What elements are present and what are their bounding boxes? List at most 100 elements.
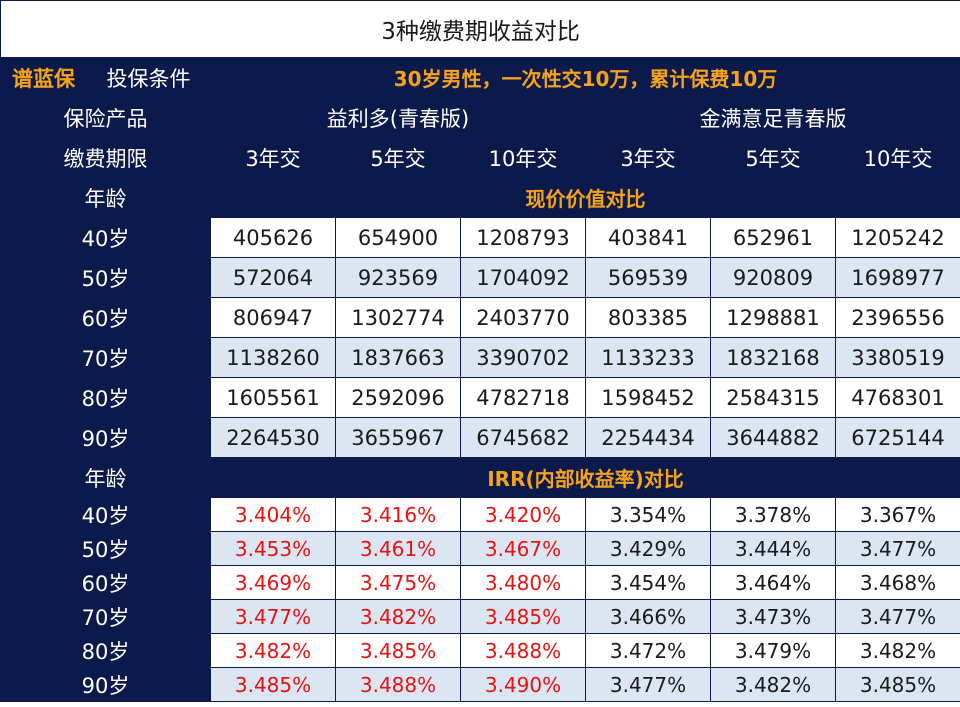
brand-label: 谱蓝保 — [0, 57, 87, 98]
irr-cell: 3.454% — [585, 565, 711, 600]
age-cell: 40岁 — [0, 217, 211, 258]
irr-cell: 3.482% — [710, 667, 836, 702]
product-name: 金满意足青春版 — [584, 97, 960, 138]
cash-value-cell: 1302774 — [335, 297, 461, 338]
condition-label: 投保条件 — [86, 57, 211, 98]
cash-value-cell: 1605561 — [210, 377, 336, 418]
age-label: 年龄 — [0, 177, 211, 218]
age-cell: 70岁 — [0, 599, 211, 634]
period-header: 10年交 — [460, 137, 586, 178]
cash-value-cell: 2584315 — [710, 377, 836, 418]
table-row: 80岁 3.482% 3.485% 3.488% 3.472% 3.479% 3.482% — [0, 633, 960, 668]
irr-cell: 3.488% — [335, 667, 461, 702]
table-row: 60岁 806947 1302774 2403770 803385 1298881 2396… — [0, 297, 960, 338]
irr-cell: 3.444% — [710, 531, 836, 566]
age-cell: 70岁 — [0, 337, 211, 378]
irr-cell: 3.473% — [710, 599, 836, 634]
product-name: 益利多(青春版) — [210, 97, 586, 138]
cash-value-cell: 6725144 — [834, 417, 960, 458]
irr-cell: 3.477% — [834, 531, 960, 566]
period-header: 3年交 — [585, 137, 711, 178]
cash-value-cell: 3644882 — [710, 417, 836, 458]
irr-cell: 3.485% — [834, 667, 960, 702]
table-row: 60岁 3.469% 3.475% 3.480% 3.454% 3.464% 3.468% — [0, 565, 960, 600]
irr-cell: 3.404% — [210, 497, 336, 532]
cash-value-cell: 569539 — [585, 257, 711, 298]
cash-value-cell: 405626 — [210, 217, 336, 258]
table-row: 70岁 1138260 1837663 3390702 1133233 1832168 33… — [0, 337, 960, 378]
cash-value-cell: 3655967 — [335, 417, 461, 458]
irr-cell: 3.475% — [335, 565, 461, 600]
irr-cell: 3.485% — [460, 599, 586, 634]
product-label: 保险产品 — [0, 97, 211, 138]
irr-cell: 3.453% — [210, 531, 336, 566]
table-row: 80岁 1605561 2592096 4782718 1598452 2584315 47… — [0, 377, 960, 418]
cash-value-cell: 3380519 — [834, 337, 960, 378]
cash-value-cell: 1133233 — [585, 337, 711, 378]
cash-value-cell: 803385 — [585, 297, 711, 338]
age-label: 年龄 — [0, 457, 211, 498]
age-cell: 60岁 — [0, 297, 211, 338]
period-header: 5年交 — [710, 137, 836, 178]
irr-cell: 3.468% — [834, 565, 960, 600]
cash-value-cell: 1837663 — [335, 337, 461, 378]
irr-cell: 3.429% — [585, 531, 711, 566]
irr-cell: 3.466% — [585, 599, 711, 634]
irr-cell: 3.488% — [460, 633, 586, 668]
irr-cell: 3.461% — [335, 531, 461, 566]
irr-cell: 3.477% — [834, 599, 960, 634]
irr-cell: 3.464% — [710, 565, 836, 600]
cash-value-cell: 1704092 — [460, 257, 586, 298]
period-label: 缴费期限 — [0, 137, 211, 178]
period-header: 3年交 — [210, 137, 336, 178]
cash-value-cell: 2264530 — [210, 417, 336, 458]
irr-cell: 3.472% — [585, 633, 711, 668]
condition-text: 30岁男性，一次性交10万，累计保费10万 — [209, 57, 960, 98]
cash-value-cell: 2403770 — [460, 297, 586, 338]
irr-cell: 3.482% — [834, 633, 960, 668]
cash-value-cell: 1298881 — [710, 297, 836, 338]
irr-cell: 3.479% — [710, 633, 836, 668]
cash-value-cell: 806947 — [210, 297, 336, 338]
table-row: 50岁 3.453% 3.461% 3.467% 3.429% 3.444% 3.477% — [0, 531, 960, 566]
irr-cell: 3.485% — [335, 633, 461, 668]
age-cell: 40岁 — [0, 497, 211, 532]
age-cell: 90岁 — [0, 417, 211, 458]
cash-value-cell: 652961 — [710, 217, 836, 258]
irr-cell: 3.477% — [585, 667, 711, 702]
cash-value-cell: 2396556 — [834, 297, 960, 338]
table-row: 40岁 3.404% 3.416% 3.420% 3.354% 3.378% 3.367% — [0, 497, 960, 532]
table-row: 50岁 572064 923569 1704092 569539 920809 169897… — [0, 257, 960, 298]
irr-cell: 3.480% — [460, 565, 586, 600]
age-cell: 80岁 — [0, 377, 211, 418]
irr-cell: 3.378% — [710, 497, 836, 532]
table-row: 90岁 3.485% 3.488% 3.490% 3.477% 3.482% 3.485% — [0, 667, 960, 702]
irr-cell: 3.416% — [335, 497, 461, 532]
irr-cell: 3.354% — [585, 497, 711, 532]
age-cell: 50岁 — [0, 531, 211, 566]
table-row: 40岁 405626 654900 1208793 403841 652961 120524… — [0, 217, 960, 258]
irr-cell: 3.482% — [335, 599, 461, 634]
irr-cell: 3.482% — [210, 633, 336, 668]
irr-cell: 3.367% — [834, 497, 960, 532]
cash-value-cell: 1138260 — [210, 337, 336, 378]
cash-value-cell: 1698977 — [834, 257, 960, 298]
table-row: 90岁 2264530 3655967 6745682 2254434 3644882 67… — [0, 417, 960, 458]
irr-cell: 3.485% — [210, 667, 336, 702]
cash-value-cell: 920809 — [710, 257, 836, 298]
cash-value-cell: 6745682 — [460, 417, 586, 458]
cash-value-cell: 2254434 — [585, 417, 711, 458]
period-header: 5年交 — [335, 137, 461, 178]
cash-value-cell: 654900 — [335, 217, 461, 258]
period-header: 10年交 — [834, 137, 960, 178]
section-title: IRR(内部收益率)对比 — [209, 457, 960, 498]
cash-value-cell: 2592096 — [335, 377, 461, 418]
cash-value-cell: 4768301 — [834, 377, 960, 418]
irr-cell: 3.420% — [460, 497, 586, 532]
table-row: 70岁 3.477% 3.482% 3.485% 3.466% 3.473% 3.477% — [0, 599, 960, 634]
cash-value-cell: 403841 — [585, 217, 711, 258]
cash-value-cell: 1205242 — [834, 217, 960, 258]
cash-value-cell: 4782718 — [460, 377, 586, 418]
cash-value-cell: 572064 — [210, 257, 336, 298]
